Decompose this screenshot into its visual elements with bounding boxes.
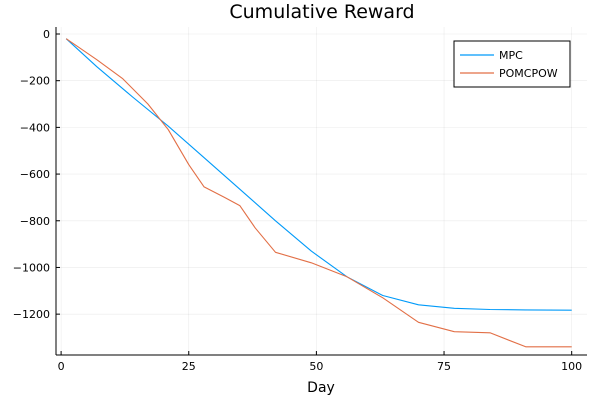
x-axis-label: Day	[307, 380, 335, 396]
y-tick-label: −1000	[13, 261, 50, 274]
y-tick-label: −1200	[13, 308, 50, 321]
x-tick-label: 75	[437, 360, 451, 373]
y-tick-label: −800	[20, 215, 50, 228]
x-tick-label: 0	[58, 360, 65, 373]
x-tick-label: 25	[182, 360, 196, 373]
legend-label-pomcpow: POMCPOW	[499, 67, 558, 80]
legend-box	[453, 40, 571, 88]
y-tick-label: −200	[20, 75, 50, 88]
series-lines	[65, 38, 572, 348]
series-line-pomcpow	[65, 38, 572, 348]
y-tick-label: −600	[20, 168, 50, 181]
chart-title: Cumulative Reward	[229, 1, 414, 23]
legend-label-mpc: MPC	[499, 49, 523, 62]
y-tick-label: −400	[20, 121, 50, 134]
y-tick-label: 0	[43, 28, 50, 41]
axes	[55, 27, 587, 356]
series-line-mpc	[65, 38, 572, 311]
x-tick-label: 100	[561, 360, 582, 373]
x-tick-label: 50	[309, 360, 323, 373]
legend: MPC POMCPOW	[453, 40, 571, 88]
tick-labels: 0 25 50 75 100 0 −200 −400 −600 −800 −1000 −1200	[13, 28, 582, 373]
